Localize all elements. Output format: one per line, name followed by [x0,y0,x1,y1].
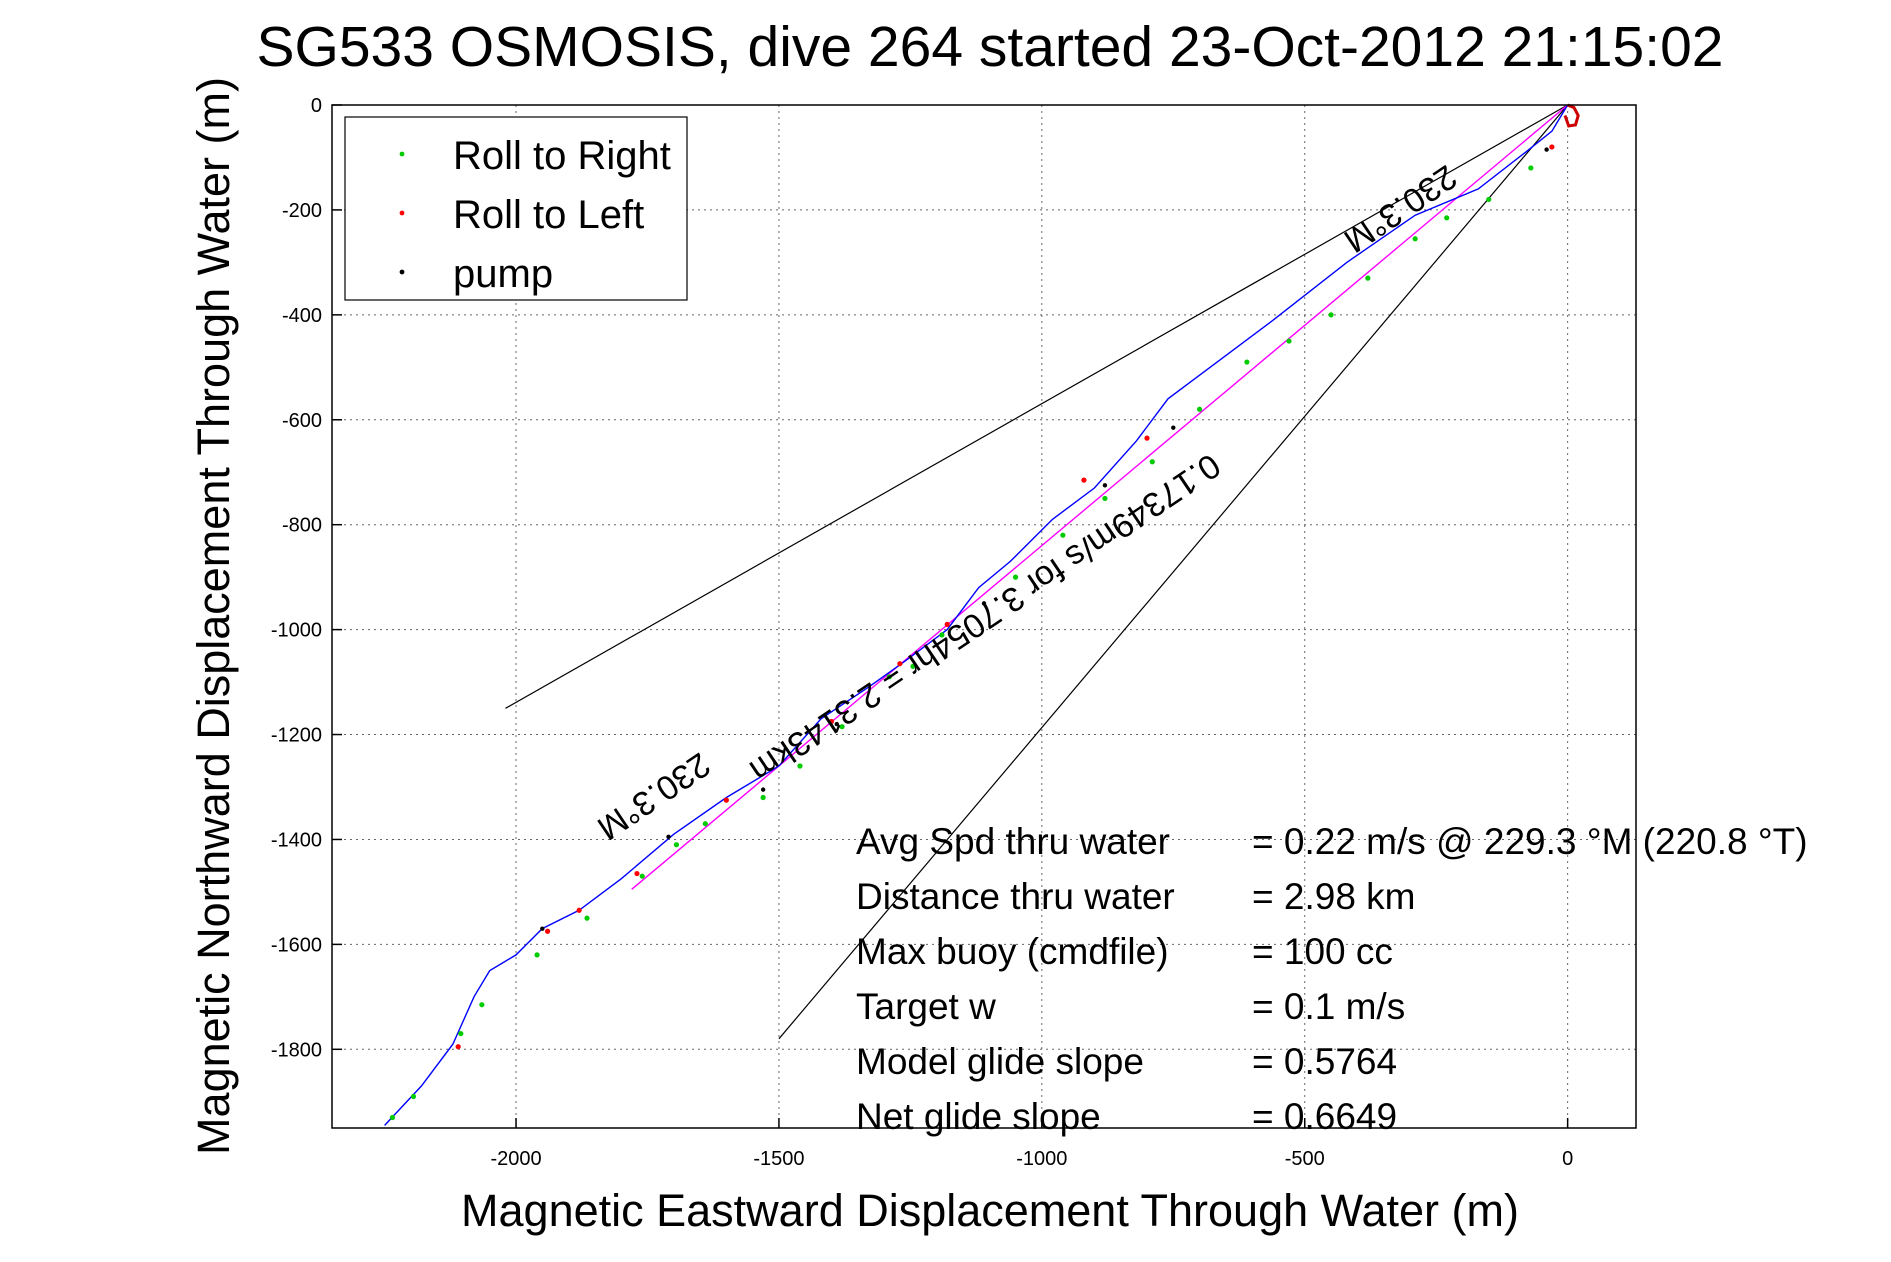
x-axis: -2000 -1500 -1000 -500 0 [490,1118,1573,1170]
rotated-annotation: 230.3°M [590,745,717,848]
roll-right-point [702,821,708,827]
x-tick-label: -2000 [490,1148,541,1170]
y-tick-label: 0 [311,95,322,117]
dive-track-line [384,104,1569,1126]
roll-right-point [1528,165,1534,171]
roll-right-point [1365,275,1371,281]
stat-label: Max buoy (cmdfile) [856,931,1169,972]
x-tick-label: 0 [1562,1148,1573,1170]
legend-marker [399,269,405,275]
legend-box [344,116,688,301]
roll-left-point [634,870,640,877]
stat-label: Net glide slope [856,1096,1101,1137]
stat-value: = 0.5764 [1252,1041,1397,1082]
chart-title: SG533 OSMOSIS, dive 264 started 23-Oct-2… [257,15,1724,79]
legend: Roll to Right Roll to Left pump [344,116,688,301]
y-tick-label: -1600 [271,934,322,956]
roll-right-point [1102,495,1108,502]
roll-right-point [1412,236,1418,242]
pump-point [760,787,766,792]
y-tick-label: -1800 [271,1039,322,1061]
pump-point [834,721,839,727]
stat-label: Target w [856,986,996,1027]
roll-right-point [760,794,766,801]
roll-right-point [410,1093,417,1100]
x-axis-label: Magnetic Eastward Displacement Through W… [461,1185,1519,1236]
stat-label: Distance thru water [856,876,1175,917]
roll-right-point [534,952,540,958]
roll-right-point [1196,406,1203,412]
roll-right-point [1012,574,1019,580]
roll-left-point [544,928,551,934]
roll-right-point [458,1030,464,1037]
roll-left-point [576,907,582,913]
stat-value: = 100 cc [1252,931,1393,972]
roll-right-point [389,1114,396,1121]
pump-point [666,834,671,840]
roll-right-point [797,763,803,769]
roll-left-point [1081,477,1087,483]
legend-label: Roll to Left [453,193,644,237]
y-tick-label: -800 [282,515,322,537]
roll-right-point [1486,196,1492,203]
y-tick-label: -200 [282,200,322,222]
stat-label: Avg Spd thru water [856,821,1170,862]
y-axis-label: Magnetic Northward Displacement Through … [188,77,239,1155]
y-tick-label: -400 [282,305,322,327]
heading-cone-line [505,104,1568,709]
roll-right-point [584,915,590,921]
roll-right-point [1149,459,1155,465]
legend-label: pump [453,252,553,296]
stat-value: = 0.22 m/s @ 229.3 °M (220.8 °T) [1252,821,1808,862]
legend-label: Roll to Right [453,134,671,178]
roll-right-point [839,724,845,730]
roll-left-point [897,661,903,667]
roll-right-point [1244,359,1250,365]
x-tick-label: -500 [1285,1148,1325,1170]
roll-left-point [1144,435,1150,441]
y-tick-label: -1000 [271,620,322,642]
heading-cone-line [778,104,1569,1040]
legend-marker [399,151,405,157]
surface-loop-line [1563,103,1580,128]
roll-right-point [1286,338,1292,344]
pump-point [1544,147,1549,152]
stat-value: = 0.1 m/s [1252,986,1405,1027]
y-tick-label: -600 [282,410,322,432]
roll-right-point [1328,312,1334,318]
pump-point [1171,425,1176,430]
legend-marker [399,210,405,216]
roll-right-point [673,842,680,848]
y-tick-label: -1400 [271,829,322,851]
roll-right-point [939,632,945,638]
y-tick-label: -1200 [271,725,322,747]
mean-heading-line [631,104,1569,890]
roll-left-point [828,718,835,725]
pump-point [540,926,545,931]
rotated-annotation: 0.17349m/s for 3.7054hr = 2.3143km [743,446,1227,790]
roll-right-point [910,663,916,669]
roll-right-point [479,1002,485,1008]
stats-block: Avg Spd thru water = 0.22 m/s @ 229.3 °M … [856,821,1808,1137]
roll-right-point [886,674,892,680]
roll-right-point [1060,532,1066,538]
stat-value: = 0.6649 [1252,1096,1397,1137]
roll-left-point [455,1044,461,1050]
y-axis: 0 -200 -400 -600 -800 -1000 -1200 -1400 -1600 -18… [271,95,342,1061]
pump-point [981,601,987,606]
roll-left-point [723,797,729,803]
roll-right-point [639,873,645,879]
x-tick-label: -1500 [753,1148,804,1170]
axes-frame [331,104,1637,1129]
roll-left-point [1549,144,1555,150]
roll-left-point [944,621,950,627]
stat-label: Model glide slope [856,1041,1144,1082]
roll-right-point [1444,215,1450,221]
x-tick-label: -1000 [1016,1148,1067,1170]
stat-value: = 2.98 km [1252,876,1416,917]
pump-point [1102,483,1108,488]
